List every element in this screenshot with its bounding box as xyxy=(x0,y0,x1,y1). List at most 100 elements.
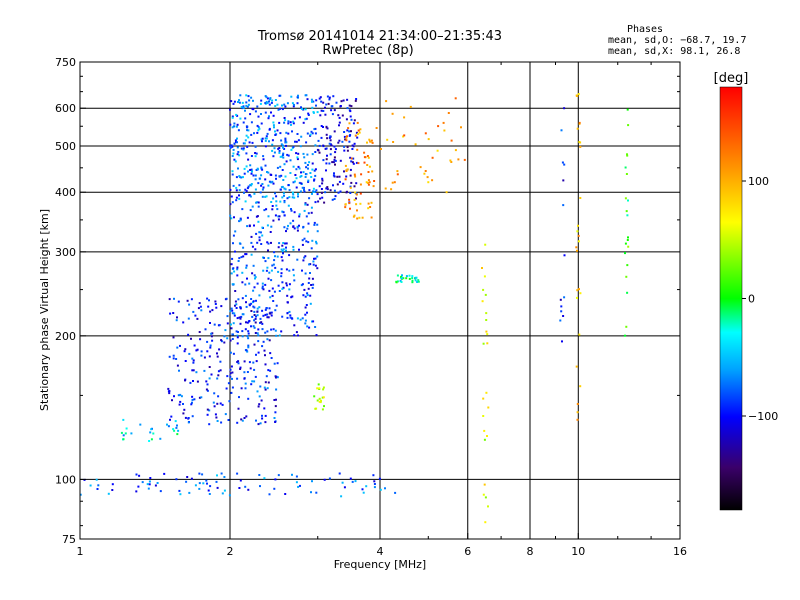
data-point xyxy=(246,371,249,373)
data-point xyxy=(316,267,319,270)
data-point xyxy=(329,135,332,138)
data-point xyxy=(264,421,267,424)
data-point xyxy=(367,202,370,205)
data-point xyxy=(305,240,308,243)
data-point xyxy=(249,164,252,167)
x-tick-label: 2 xyxy=(227,545,234,558)
data-point xyxy=(250,121,253,124)
data-point xyxy=(174,420,177,423)
data-point xyxy=(295,177,298,180)
data-point xyxy=(257,126,260,129)
data-point xyxy=(180,395,183,398)
data-point xyxy=(266,313,269,316)
data-point xyxy=(576,418,579,421)
data-point xyxy=(626,108,629,111)
data-point xyxy=(149,477,152,479)
data-point xyxy=(239,94,242,97)
data-point xyxy=(354,99,357,102)
data-point xyxy=(356,136,359,139)
data-point xyxy=(276,255,279,258)
data-point xyxy=(236,274,239,277)
data-point xyxy=(295,140,298,143)
data-point xyxy=(193,344,196,347)
data-point xyxy=(96,488,99,490)
data-point xyxy=(335,101,338,104)
data-point xyxy=(255,360,258,363)
data-point xyxy=(563,254,566,257)
data-point xyxy=(208,299,210,302)
data-point xyxy=(359,202,362,205)
data-point xyxy=(385,100,388,103)
data-point xyxy=(307,282,310,284)
data-point xyxy=(342,182,345,185)
data-point xyxy=(367,207,370,210)
data-point xyxy=(147,487,150,490)
data-point xyxy=(373,486,376,489)
data-point xyxy=(409,105,412,108)
colorbar-tick-label: 0 xyxy=(748,293,755,306)
data-point xyxy=(241,419,244,422)
data-point xyxy=(268,271,271,274)
data-point xyxy=(272,114,275,117)
data-point xyxy=(252,264,255,267)
data-point xyxy=(213,392,216,395)
data-point xyxy=(330,105,333,108)
x-axis-ticks: 1 2 4 6 8 10 16 xyxy=(77,62,687,558)
data-point xyxy=(292,105,295,108)
data-point xyxy=(384,487,386,490)
data-point xyxy=(482,493,485,496)
data-point xyxy=(449,159,452,162)
data-point xyxy=(324,113,327,116)
data-point xyxy=(369,140,372,143)
data-point xyxy=(184,348,187,351)
data-point xyxy=(291,130,293,133)
data-point xyxy=(238,194,240,197)
data-point xyxy=(261,137,264,140)
data-point xyxy=(240,418,243,421)
data-point xyxy=(346,146,349,149)
data-point xyxy=(226,315,229,318)
data-point xyxy=(195,371,198,374)
data-point xyxy=(270,357,273,359)
data-point xyxy=(241,271,244,274)
data-point xyxy=(285,268,288,271)
data-point xyxy=(268,128,271,131)
data-point xyxy=(279,188,282,191)
data-point xyxy=(320,125,323,127)
data-point xyxy=(576,289,579,292)
data-point xyxy=(304,319,307,322)
data-point xyxy=(266,266,269,269)
data-point xyxy=(175,478,178,481)
data-point xyxy=(269,312,272,315)
data-point xyxy=(251,205,254,208)
data-point xyxy=(239,368,242,370)
data-point xyxy=(269,231,272,233)
data-point xyxy=(273,147,276,150)
data-point xyxy=(291,295,294,298)
data-point xyxy=(274,134,277,136)
data-point xyxy=(247,346,250,349)
grid-lines xyxy=(80,62,680,539)
data-point xyxy=(277,270,280,273)
data-point xyxy=(317,149,320,152)
data-point xyxy=(575,94,578,97)
data-point xyxy=(625,275,628,278)
data-point xyxy=(175,426,178,429)
data-point xyxy=(302,294,305,297)
data-point xyxy=(183,408,186,411)
data-point xyxy=(168,392,171,395)
y-tick-label: 75 xyxy=(62,533,76,546)
data-point xyxy=(328,96,331,99)
data-point xyxy=(294,140,296,143)
data-point xyxy=(277,147,280,150)
colorbar-tick-label: 100 xyxy=(748,175,769,188)
data-point xyxy=(329,148,332,151)
data-point xyxy=(310,130,313,133)
data-point xyxy=(254,155,257,158)
data-point xyxy=(624,197,627,200)
data-point xyxy=(256,105,259,108)
data-point xyxy=(196,317,199,320)
data-point xyxy=(239,317,242,320)
data-point xyxy=(351,148,354,150)
data-point xyxy=(232,322,235,325)
